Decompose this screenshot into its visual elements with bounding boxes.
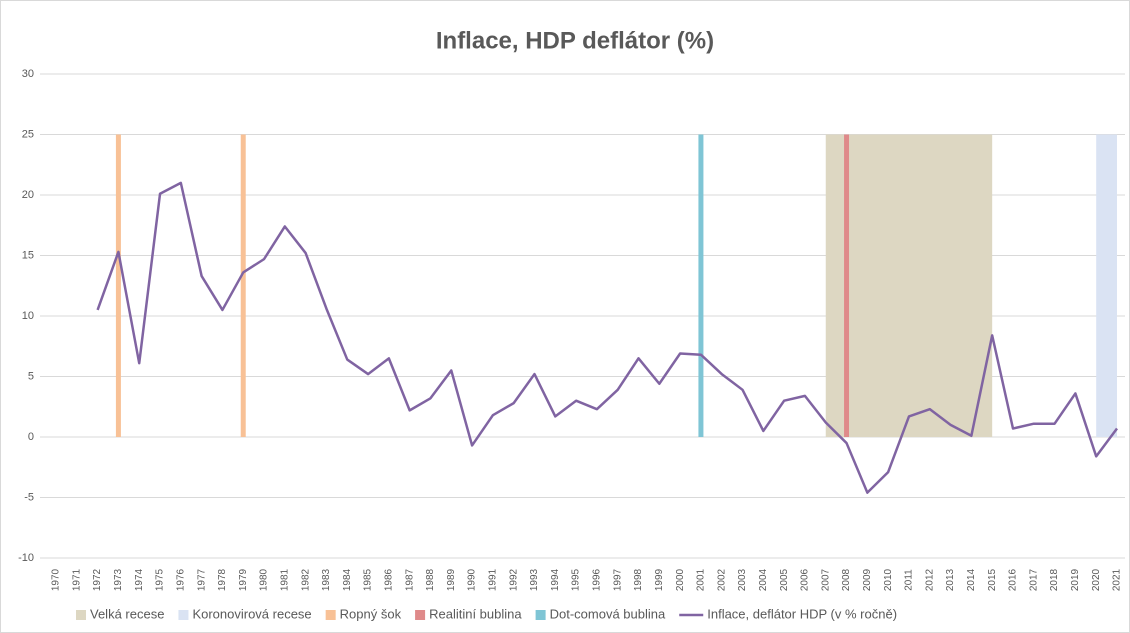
- area: [1096, 134, 1117, 437]
- x-tick-label: 2006: [800, 568, 811, 591]
- x-tick-label: 2015: [987, 568, 998, 591]
- x-tick-label: 1987: [404, 568, 415, 591]
- y-tick-label: 5: [28, 370, 34, 382]
- x-tick-label: 1999: [654, 568, 665, 591]
- x-tick-label: 2000: [675, 568, 686, 591]
- legend-marker: [415, 610, 426, 620]
- legend-label: Inflace, deflátor HDP (v % ročně): [707, 606, 897, 621]
- x-tick-label: 1976: [175, 568, 186, 591]
- x-tick-label: 1998: [633, 568, 644, 591]
- x-tick-label: 1996: [592, 568, 603, 591]
- x-tick-label: 2014: [966, 568, 977, 591]
- bar: [844, 134, 850, 437]
- chart-title: Inflace, HDP deflátor (%): [436, 27, 714, 54]
- x-tick-label: 2018: [1049, 568, 1060, 591]
- y-tick-label: -5: [24, 491, 34, 503]
- y-tick-label: 0: [28, 431, 34, 443]
- x-tick-label: 2012: [924, 568, 935, 591]
- x-tick-label: 2007: [820, 568, 831, 591]
- x-tick-label: 1984: [342, 568, 353, 591]
- y-tick-label: 25: [22, 128, 34, 140]
- x-tick-label: 2004: [758, 568, 769, 591]
- x-tick-label: 2001: [696, 568, 707, 591]
- legend-marker: [178, 610, 189, 620]
- area: [825, 134, 993, 437]
- x-tick-label: 1990: [467, 568, 478, 591]
- x-tick-label: 2005: [779, 568, 790, 591]
- x-tick-label: 1977: [196, 568, 207, 591]
- x-tick-label: 1988: [425, 568, 436, 591]
- x-tick-label: 2011: [904, 569, 915, 591]
- x-tick-label: 1983: [321, 568, 332, 591]
- y-tick-label: 30: [22, 68, 34, 80]
- x-tick-label: 2003: [737, 568, 748, 591]
- legend-marker: [325, 610, 336, 620]
- x-tick-label: 1982: [300, 568, 311, 591]
- bar: [240, 134, 246, 437]
- x-tick-label: 1989: [446, 568, 457, 591]
- bar: [115, 134, 121, 437]
- x-tick-label: 2017: [1028, 568, 1039, 591]
- legend-label: Ropný šok: [340, 606, 402, 621]
- legend-label: Realitiní bublina: [429, 606, 522, 621]
- x-tick-label: 2020: [1091, 568, 1102, 591]
- x-tick-label: 1985: [363, 568, 374, 591]
- x-tick-label: 1980: [259, 568, 270, 591]
- x-tick-label: 1970: [51, 568, 62, 591]
- legend-label: Koronovirová recese: [192, 606, 311, 621]
- x-tick-label: 1979: [238, 568, 249, 591]
- x-tick-label: 1974: [134, 568, 145, 591]
- x-tick-label: 1973: [113, 568, 124, 591]
- bar: [698, 134, 704, 437]
- legend-marker: [535, 610, 546, 620]
- x-tick-label: 1993: [529, 568, 540, 591]
- y-tick-label: 10: [22, 310, 34, 322]
- x-tick-label: 1981: [279, 568, 290, 591]
- x-tick-label: 2016: [1008, 568, 1019, 591]
- x-tick-label: 1971: [71, 568, 82, 591]
- x-tick-label: 1997: [612, 568, 623, 591]
- legend-marker: [76, 610, 86, 620]
- x-tick-label: 2010: [883, 568, 894, 591]
- y-tick-label: 15: [22, 249, 34, 261]
- x-tick-label: 1978: [217, 568, 228, 591]
- x-tick-label: 2008: [841, 568, 852, 591]
- x-tick-label: 1986: [384, 568, 395, 591]
- x-tick-label: 2019: [1070, 568, 1081, 591]
- x-tick-label: 1972: [92, 568, 103, 591]
- legend-label: Dot-comová bublina: [550, 606, 666, 621]
- legend-label: Velká recese: [90, 606, 164, 621]
- x-tick-label: 1975: [155, 568, 166, 591]
- x-tick-label: 1992: [508, 568, 519, 591]
- x-tick-label: 2009: [862, 568, 873, 591]
- line: [96, 181, 1119, 494]
- x-tick-label: 2013: [945, 568, 956, 591]
- x-tick-label: 2021: [1112, 568, 1123, 591]
- x-tick-label: 1994: [550, 568, 561, 591]
- y-tick-label: 20: [22, 189, 34, 201]
- x-tick-label: 1995: [571, 568, 582, 591]
- x-tick-label: 1991: [488, 568, 499, 591]
- x-tick-label: 2002: [716, 568, 727, 591]
- y-tick-label: -10: [18, 552, 34, 564]
